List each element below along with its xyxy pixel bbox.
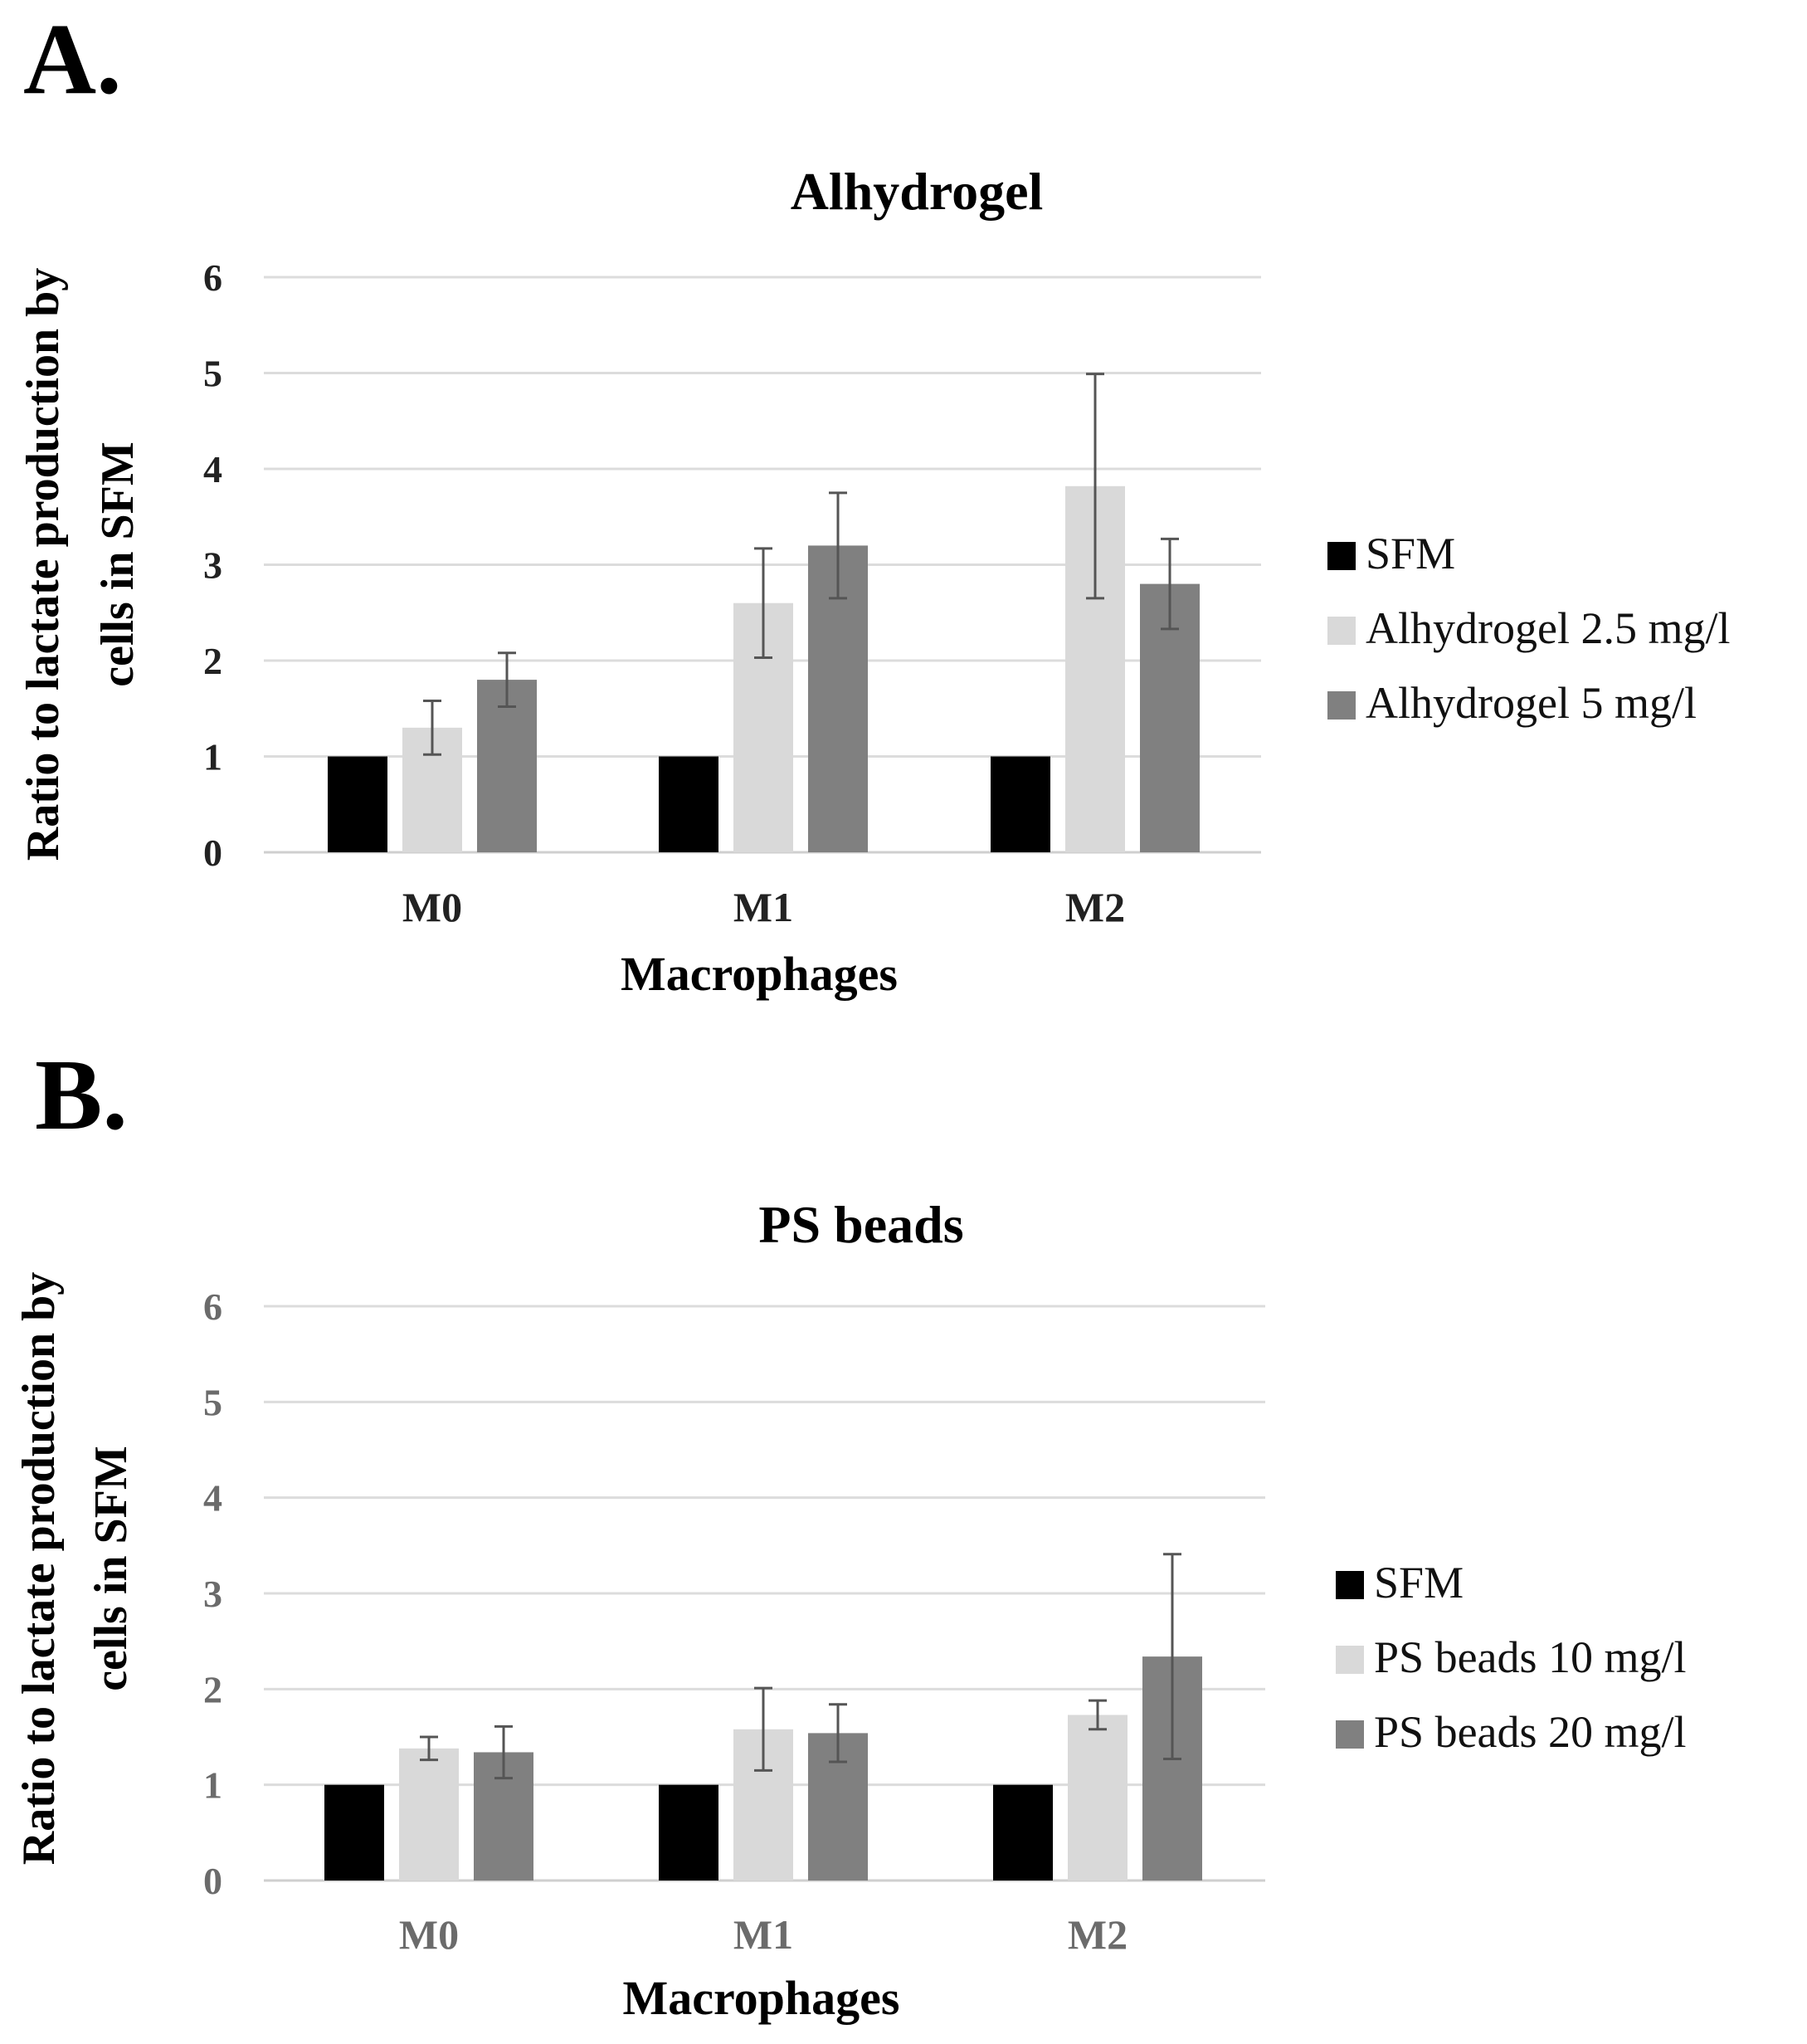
bar-m0-series-1 (324, 1784, 384, 1881)
legend: SFM Alhydrogel 2.5 mg/l Alhydrogel 5 mg/l (1327, 529, 1730, 728)
error-bar-m0-series-3 (498, 651, 516, 708)
error-bar-m2-series-3 (1163, 1553, 1181, 1761)
legend-swatch-3 (1336, 1720, 1364, 1749)
error-bar-m1-series-3 (829, 491, 847, 600)
x-axis-label: Macrophages (621, 947, 898, 1001)
error-bar-m2-series-2 (1086, 373, 1104, 600)
y-tick-label: 2 (203, 640, 222, 682)
bar-m0-series-3 (477, 680, 537, 852)
error-bar-m0-series-2 (423, 700, 441, 756)
legend-label-2: PS beads 10 mg/l (1374, 1632, 1687, 1682)
panel-letter: B. (35, 1039, 128, 1151)
y-tick-label: 6 (203, 1285, 222, 1328)
panel-letter: A. (23, 3, 122, 115)
bar-m0-series-2 (399, 1748, 459, 1881)
y-tick-label: 2 (203, 1668, 222, 1710)
legend-swatch-1 (1336, 1571, 1364, 1599)
y-axis-label-line-1: Ratio to lactate production by (13, 1272, 65, 1866)
error-bar-m1-series-3 (829, 1703, 847, 1763)
error-bar-m1-series-2 (754, 547, 772, 660)
y-tick-label: 4 (203, 448, 222, 490)
chart-panel-b: B. PS beads 0 1 2 3 4 5 6 M0 M1 M2 Macrophages Ratio … (13, 1039, 1687, 2025)
y-tick-label: 0 (203, 1860, 222, 1902)
bar-m0-series-1 (328, 756, 387, 852)
bar-m2-series-1 (993, 1784, 1053, 1881)
error-bar-m0-series-3 (494, 1724, 513, 1780)
chart-title: Alhydrogel (791, 162, 1044, 221)
y-tick-label: 6 (203, 256, 222, 299)
chart-panel-a: A. Alhydrogel 0 1 2 3 4 5 6 M0 M1 M2 Macrophages Rati… (17, 3, 1730, 1001)
legend: SFM PS beads 10 mg/l PS beads 20 mg/l (1336, 1558, 1687, 1757)
legend-label-2: Alhydrogel 2.5 mg/l (1366, 603, 1730, 653)
y-tick-label: 0 (203, 832, 222, 874)
error-bar-m2-series-2 (1089, 1699, 1107, 1731)
legend-label-1: SFM (1374, 1558, 1464, 1607)
error-bar-m2-series-3 (1161, 537, 1179, 631)
bar-m2-series-1 (991, 756, 1050, 852)
x-tick-label-m1: M1 (733, 1911, 793, 1958)
legend-label-3: Alhydrogel 5 mg/l (1366, 678, 1697, 728)
bar-m2-series-2 (1068, 1715, 1128, 1881)
legend-swatch-1 (1327, 542, 1356, 570)
error-bar-m1-series-2 (754, 1686, 772, 1772)
y-tick-label: 1 (203, 736, 222, 778)
x-tick-label-m0: M0 (402, 884, 462, 930)
y-tick-label: 5 (203, 1381, 222, 1423)
error-bar-m0-series-2 (420, 1735, 438, 1762)
bar-m1-series-1 (659, 756, 718, 852)
legend-label-3: PS beads 20 mg/l (1374, 1707, 1687, 1757)
chart-title: PS beads (758, 1195, 963, 1254)
y-tick-label: 3 (203, 544, 222, 587)
legend-label-1: SFM (1366, 529, 1455, 578)
y-axis-label-line-2: cells in SFM (92, 441, 144, 687)
legend-swatch-2 (1336, 1646, 1364, 1674)
x-axis-label: Macrophages (622, 1971, 899, 2025)
legend-swatch-3 (1327, 691, 1356, 720)
y-axis-label-line-2: cells in SFM (85, 1446, 137, 1691)
y-axis-label-line-1: Ratio to lactate production by (17, 268, 69, 861)
x-tick-label-m1: M1 (733, 884, 793, 930)
x-tick-label-m2: M2 (1068, 1911, 1128, 1958)
x-tick-label-m2: M2 (1065, 884, 1125, 930)
y-tick-label: 1 (203, 1764, 222, 1807)
y-tick-label: 3 (203, 1573, 222, 1615)
y-tick-label: 5 (203, 353, 222, 395)
bar-m1-series-1 (659, 1784, 718, 1881)
y-tick-label: 4 (203, 1477, 222, 1520)
legend-swatch-2 (1327, 617, 1356, 645)
x-tick-label-m0: M0 (399, 1911, 459, 1958)
